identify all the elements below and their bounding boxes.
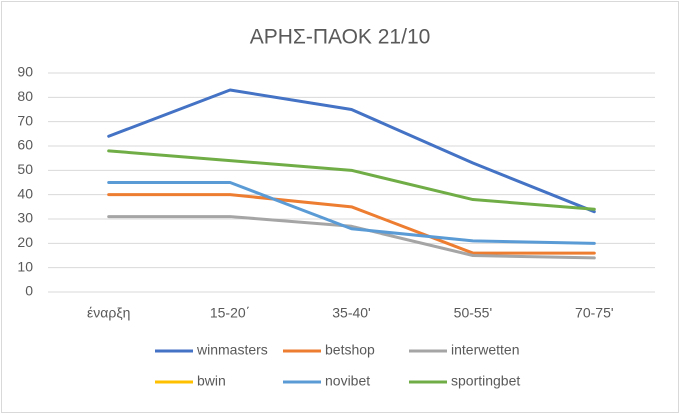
- y-tick-label: 90: [17, 64, 33, 80]
- series-line: [107, 88, 596, 214]
- y-tick-label: 0: [25, 283, 33, 299]
- legend-label: bwin: [197, 373, 226, 389]
- legend-label: sportingbet: [451, 373, 520, 389]
- chart-title: ΑΡΗΣ-ΠΑΟΚ 21/10: [250, 26, 431, 49]
- series-line: [107, 181, 596, 245]
- legend-label: winmasters: [196, 342, 268, 358]
- legend-label: interwetten: [451, 342, 519, 358]
- y-tick-label: 60: [17, 137, 33, 153]
- x-tick-label: 35-40': [332, 305, 370, 321]
- y-tick-label: 20: [17, 234, 33, 250]
- y-tick-label: 10: [17, 258, 33, 274]
- series-line: [107, 215, 596, 260]
- x-tick-label: 15-20΄: [210, 305, 250, 321]
- y-tick-label: 30: [17, 210, 33, 226]
- legend-label: betshop: [325, 342, 375, 358]
- x-tick-label: 70-75': [575, 305, 613, 321]
- y-tick-label: 50: [17, 161, 33, 177]
- y-tick-label: 80: [17, 88, 33, 104]
- y-tick-label: 40: [17, 185, 33, 201]
- legend-label: novibet: [325, 373, 370, 389]
- y-tick-label: 70: [17, 112, 33, 128]
- x-tick-label: 50-55': [454, 305, 492, 321]
- series-line: [107, 193, 596, 255]
- x-tick-label: έναρξη: [87, 305, 130, 321]
- series-line: [107, 149, 596, 211]
